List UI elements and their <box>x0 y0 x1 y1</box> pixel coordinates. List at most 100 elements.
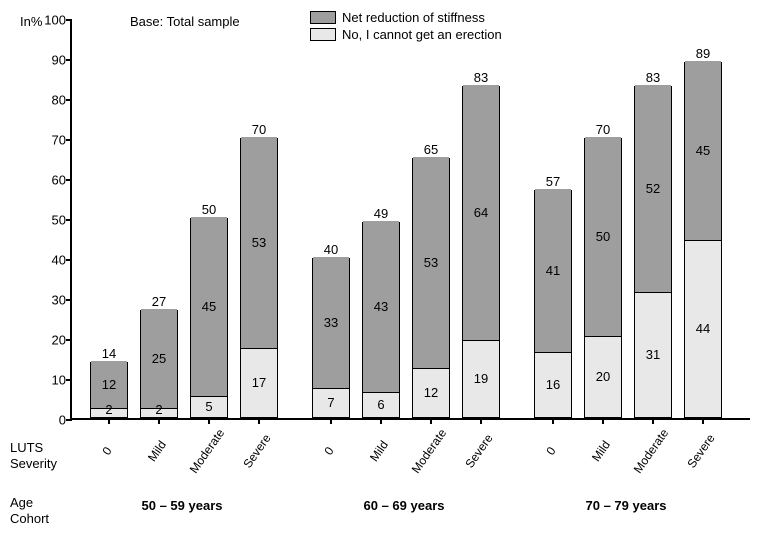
bar-total-label: 50 <box>191 202 227 217</box>
y-tick-label: 80 <box>32 93 66 108</box>
chart-container: In% Base: Total sample Net reduction of … <box>0 0 767 536</box>
x-tick-mark <box>652 418 654 424</box>
bar: 894544 <box>684 62 722 418</box>
bar-total-label: 65 <box>413 142 449 157</box>
y-tick-label: 10 <box>32 373 66 388</box>
bar: 574116 <box>534 190 572 418</box>
bar-total-label: 70 <box>241 122 277 137</box>
y-tick-label: 40 <box>32 253 66 268</box>
y-tick-label: 20 <box>32 333 66 348</box>
y-tick-mark <box>66 139 72 141</box>
bar-total-label: 83 <box>635 70 671 85</box>
bar-upper-label: 52 <box>635 181 671 196</box>
luts-category-label: Moderate <box>406 422 452 479</box>
luts-category-label: 0 <box>84 422 130 479</box>
y-tick-mark <box>66 379 72 381</box>
bar: 14122 <box>90 362 128 418</box>
x-tick-mark <box>602 418 604 424</box>
luts-category-label: Severe <box>456 422 502 479</box>
bar-lower-label: 6 <box>363 397 399 412</box>
x-tick-mark <box>330 418 332 424</box>
bar-total-label: 14 <box>91 346 127 361</box>
x-tick-mark <box>208 418 210 424</box>
bar: 49436 <box>362 222 400 418</box>
bar: 50455 <box>190 218 228 418</box>
y-tick-mark <box>66 219 72 221</box>
luts-category-label: Severe <box>234 422 280 479</box>
bar-upper-label: 64 <box>463 205 499 220</box>
bar-lower-label: 5 <box>191 399 227 414</box>
bar-lower-label: 17 <box>241 375 277 390</box>
luts-category-label: Severe <box>678 422 724 479</box>
y-tick-mark <box>66 259 72 261</box>
y-tick-label: 0 <box>32 413 66 428</box>
luts-category-label: Moderate <box>628 422 674 479</box>
x-tick-mark <box>258 418 260 424</box>
bar-total-label: 89 <box>685 46 721 61</box>
bar-lower-label: 31 <box>635 347 671 362</box>
bar-upper-label: 45 <box>191 299 227 314</box>
luts-category-label: Mild <box>578 422 624 479</box>
bar-lower-label: 7 <box>313 395 349 410</box>
plot-area: 0102030405060708090100141222725250455705… <box>70 20 750 420</box>
y-tick-label: 90 <box>32 53 66 68</box>
luts-category-label: Mild <box>356 422 402 479</box>
luts-category-label: Mild <box>134 422 180 479</box>
bar-upper-label: 53 <box>413 255 449 270</box>
age-cohort-label: 70 – 79 years <box>566 498 686 513</box>
y-tick-mark <box>66 299 72 301</box>
y-tick-label: 30 <box>32 293 66 308</box>
bar-upper-label: 53 <box>241 235 277 250</box>
bar-lower-label: 2 <box>141 402 177 417</box>
y-tick-mark <box>66 99 72 101</box>
bar: 836419 <box>462 86 500 418</box>
bar: 27252 <box>140 310 178 418</box>
x-tick-mark <box>430 418 432 424</box>
bar-total-label: 27 <box>141 294 177 309</box>
cohort-axis-title: Age Cohort <box>10 495 49 526</box>
bar: 40337 <box>312 258 350 418</box>
age-cohort-label: 60 – 69 years <box>344 498 464 513</box>
y-tick-label: 50 <box>32 213 66 228</box>
y-tick-mark <box>66 419 72 421</box>
bar-upper-label: 25 <box>141 351 177 366</box>
x-tick-mark <box>480 418 482 424</box>
bar-lower-label: 20 <box>585 369 621 384</box>
luts-category-label: 0 <box>306 422 352 479</box>
y-tick-label: 100 <box>32 13 66 28</box>
bar: 835231 <box>634 86 672 418</box>
x-tick-mark <box>158 418 160 424</box>
y-tick-label: 60 <box>32 173 66 188</box>
bar: 705317 <box>240 138 278 418</box>
bar: 655312 <box>412 158 450 418</box>
y-tick-mark <box>66 179 72 181</box>
bar-upper-label: 12 <box>91 377 127 392</box>
x-tick-mark <box>552 418 554 424</box>
x-tick-mark <box>380 418 382 424</box>
bar-upper-label: 45 <box>685 143 721 158</box>
x-tick-mark <box>108 418 110 424</box>
bar-total-label: 83 <box>463 70 499 85</box>
bar-upper-label: 50 <box>585 229 621 244</box>
luts-category-label: Moderate <box>184 422 230 479</box>
age-cohort-label: 50 – 59 years <box>122 498 242 513</box>
bar-lower-label: 2 <box>91 402 127 417</box>
bar-total-label: 49 <box>363 206 399 221</box>
bar-total-label: 40 <box>313 242 349 257</box>
bar-lower-label: 16 <box>535 377 571 392</box>
bar: 705020 <box>584 138 622 418</box>
bar-lower-label: 44 <box>685 321 721 336</box>
y-tick-mark <box>66 339 72 341</box>
y-tick-label: 70 <box>32 133 66 148</box>
luts-category-label: 0 <box>528 422 574 479</box>
bar-upper-label: 41 <box>535 263 571 278</box>
bar-upper-label: 43 <box>363 299 399 314</box>
luts-axis-title: LUTS Severity <box>10 440 57 471</box>
bar-lower-label: 12 <box>413 385 449 400</box>
y-tick-mark <box>66 19 72 21</box>
x-tick-mark <box>702 418 704 424</box>
bar-total-label: 57 <box>535 174 571 189</box>
y-tick-mark <box>66 59 72 61</box>
bar-lower-label: 19 <box>463 371 499 386</box>
bar-total-label: 70 <box>585 122 621 137</box>
